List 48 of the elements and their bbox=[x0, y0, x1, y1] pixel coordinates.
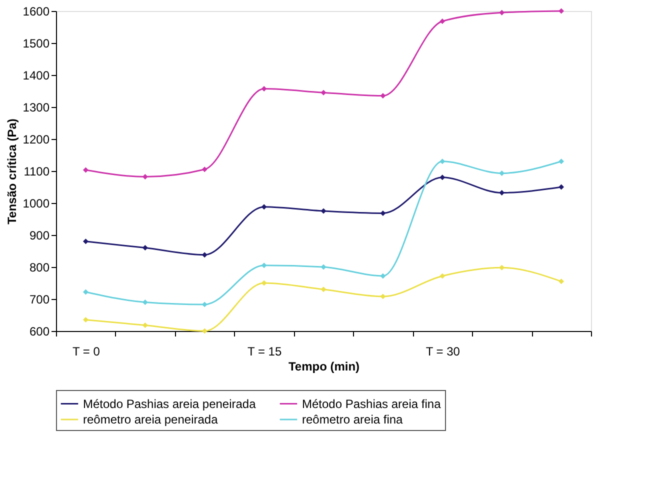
legend-label: Método Pashias areia peneirada bbox=[83, 396, 256, 411]
legend-label: Método Pashias areia fina bbox=[302, 396, 442, 411]
point bbox=[142, 245, 148, 251]
y-tick-label: 1200 bbox=[22, 132, 50, 146]
y-axis-title: Tensão crítica (Pa) bbox=[4, 118, 19, 224]
point bbox=[380, 273, 386, 279]
x-tick-label: T = 30 bbox=[426, 344, 460, 358]
legend-label: reômetro areia peneirada bbox=[83, 412, 218, 426]
point bbox=[558, 278, 564, 284]
point bbox=[82, 238, 88, 244]
y-tick-label: 1600 bbox=[22, 4, 50, 18]
point bbox=[142, 174, 148, 180]
point bbox=[440, 18, 446, 24]
point bbox=[440, 174, 446, 180]
point bbox=[261, 280, 267, 286]
y-tick-label: 900 bbox=[29, 228, 50, 242]
point bbox=[440, 158, 446, 164]
point bbox=[499, 10, 505, 16]
point bbox=[558, 158, 564, 164]
point bbox=[261, 262, 267, 268]
point bbox=[320, 90, 326, 96]
legend-label: reômetro areia fina bbox=[302, 412, 404, 426]
x-tick-label: T = 0 bbox=[72, 344, 100, 358]
point bbox=[440, 273, 446, 279]
y-tick-label: 1300 bbox=[22, 100, 50, 114]
point bbox=[320, 208, 326, 214]
point bbox=[320, 286, 326, 292]
point bbox=[261, 86, 267, 92]
point bbox=[320, 264, 326, 270]
point bbox=[380, 294, 386, 300]
y-tick-label: 1100 bbox=[24, 164, 50, 178]
y-tick-label: 1000 bbox=[22, 196, 50, 210]
point bbox=[261, 204, 267, 210]
y-tick-label: 1500 bbox=[22, 36, 50, 50]
x-tick-label: T = 15 bbox=[247, 344, 282, 358]
point bbox=[142, 322, 148, 328]
point bbox=[82, 167, 88, 173]
point bbox=[558, 8, 564, 14]
y-tick-label: 800 bbox=[29, 260, 50, 274]
y-tick-label: 600 bbox=[29, 324, 50, 338]
point bbox=[558, 184, 564, 190]
x-axis-title: Tempo (min) bbox=[288, 360, 360, 374]
y-tick-label: 1400 bbox=[22, 68, 50, 82]
point bbox=[202, 166, 208, 172]
point bbox=[82, 317, 88, 323]
point bbox=[142, 299, 148, 305]
point bbox=[82, 289, 88, 295]
y-tick-label: 700 bbox=[29, 292, 50, 306]
